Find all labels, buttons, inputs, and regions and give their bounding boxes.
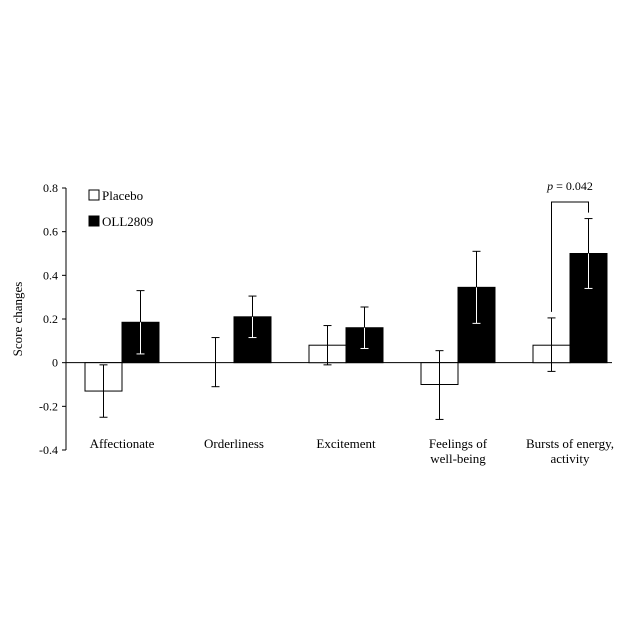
y-tick-label: 0 — [52, 356, 58, 370]
y-tick-label: 0.2 — [43, 312, 58, 326]
category-label: well-being — [430, 451, 486, 466]
legend-swatch-oll2809 — [89, 216, 99, 226]
y-tick-label: 0.4 — [43, 268, 58, 282]
bar-chart: 0.8 0.6 0.4 0.2 0 -0.2 -0.4 Affectionate Orderl… — [0, 0, 640, 640]
y-tick-label: -0.2 — [39, 399, 58, 413]
chart-error-bars — [100, 219, 593, 420]
category-label: Bursts of energy, — [526, 436, 614, 451]
category-label: activity — [551, 451, 590, 466]
legend-swatch-placebo — [89, 190, 99, 200]
category-label: Affectionate — [90, 436, 155, 451]
p-value-label: p = 0.042 — [546, 179, 593, 193]
chart-labels: Affectionate Orderliness Excitement Feeling… — [90, 436, 614, 466]
legend: Placebo OLL2809 — [89, 188, 153, 229]
y-tick-label: 0.6 — [43, 225, 58, 239]
category-label: Orderliness — [204, 436, 264, 451]
legend-label-oll2809: OLL2809 — [102, 214, 153, 229]
legend-label-placebo: Placebo — [102, 188, 143, 203]
category-label: Feelings of — [429, 436, 488, 451]
y-tick-label: 0.8 — [43, 181, 58, 195]
category-label: Excitement — [316, 436, 376, 451]
y-axis-label: Score changes — [10, 282, 25, 357]
y-tick-label: -0.4 — [39, 443, 58, 457]
chart-bars — [85, 254, 607, 392]
